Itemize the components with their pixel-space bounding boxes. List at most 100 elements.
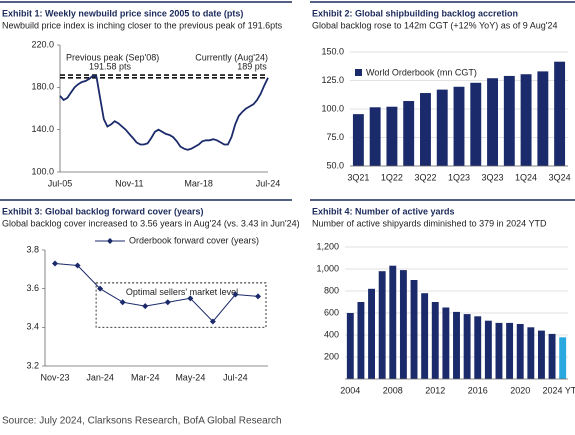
y-tick-label: 3.6 — [26, 283, 39, 293]
x-tick-label: 2024 YTD — [543, 385, 575, 395]
legend-swatch — [355, 69, 362, 76]
legend-label: World Orderbook (mn CGT) — [366, 67, 477, 77]
marker — [52, 260, 58, 267]
panel-subtitle: Number of active shipyards diminished to… — [312, 218, 547, 228]
y-tick-label: 1,000 — [316, 263, 339, 273]
y-tick-label: 100.0 — [321, 103, 344, 113]
panel-title: Exhibit 4: Number of active yards — [312, 206, 455, 216]
legend-marker — [107, 238, 113, 244]
bar — [389, 265, 397, 379]
bar — [503, 75, 515, 166]
y-tick-label: 150.0 — [321, 46, 344, 56]
x-tick-label: 3Q24 — [549, 172, 571, 182]
x-tick-label: Mar-24 — [131, 372, 160, 382]
bar — [484, 320, 492, 379]
line — [59, 74, 269, 151]
line — [54, 263, 259, 323]
y-tick-label: 600 — [324, 307, 339, 317]
x-tick-label: Nov-11 — [115, 178, 143, 188]
bar — [463, 314, 471, 379]
annotation: 189 pts — [237, 61, 267, 71]
bar — [453, 311, 460, 379]
annotation: Previous peak (Sep'08) — [66, 52, 159, 62]
y-tick-label: 100.0 — [31, 166, 54, 176]
y-tick-label: 1,200 — [316, 241, 339, 251]
marker — [142, 303, 149, 310]
bar — [520, 74, 532, 166]
x-tick-label: May-24 — [175, 372, 205, 382]
bar — [527, 327, 535, 379]
x-tick-label: Jul-05 — [48, 178, 73, 188]
bar — [403, 101, 415, 166]
x-tick-label: 3Q22 — [414, 172, 436, 182]
y-tick-label: 140.0 — [31, 124, 54, 134]
y-tick-label: 180.0 — [31, 82, 54, 92]
panel-title: Exhibit 3: Global backlog forward cover … — [2, 206, 204, 216]
bar — [346, 313, 354, 379]
marker — [164, 299, 171, 306]
bar — [369, 107, 381, 166]
marker — [209, 318, 216, 325]
legend-label: Orderbook forward cover (years) — [129, 235, 259, 245]
bar — [378, 271, 386, 379]
bar — [442, 307, 450, 379]
bar — [474, 316, 482, 379]
bar — [495, 322, 503, 379]
annotation-box — [95, 282, 267, 328]
bar — [506, 322, 514, 379]
marker — [97, 285, 104, 292]
bar — [538, 330, 545, 379]
x-tick-label: 1Q24 — [515, 172, 537, 182]
bar — [431, 302, 439, 379]
x-tick-label: 2012 — [425, 385, 445, 395]
y-tick-label: 75.0 — [326, 132, 344, 142]
legend-bg — [352, 67, 472, 79]
x-tick-label: Jul-24 — [256, 178, 281, 188]
y-tick-label: 125.0 — [321, 75, 344, 85]
bar — [516, 324, 524, 379]
bar — [421, 293, 429, 379]
bar — [453, 86, 465, 166]
panel-title: Exhibit 1: Weekly newbuild price since 2… — [2, 8, 243, 18]
annotation: 191.58 pts — [89, 61, 132, 71]
bar — [554, 61, 566, 166]
x-tick-label: 3Q21 — [347, 172, 369, 182]
x-tick-label: Nov-23 — [40, 372, 69, 382]
y-tick-label: 200 — [324, 351, 339, 361]
x-tick-label: 2016 — [468, 385, 488, 395]
marker — [187, 295, 194, 302]
y-tick-label: 3.8 — [26, 244, 39, 254]
bar — [386, 106, 398, 166]
y-tick-label: 50.0 — [326, 160, 344, 170]
marker — [232, 291, 239, 298]
x-tick-label: 2020 — [510, 385, 530, 395]
bar — [399, 270, 407, 379]
bar — [537, 71, 549, 166]
marker — [255, 293, 261, 300]
x-tick-label: 2004 — [340, 385, 360, 395]
x-tick-label: 2008 — [383, 385, 403, 395]
bar — [487, 78, 498, 166]
panel-subtitle: Global backlog cover increased to 3.56 y… — [2, 218, 300, 228]
annotation: Currently (Aug'24) — [195, 52, 268, 62]
panel-title: Exhibit 2: Global shipbuilding backlog a… — [312, 8, 518, 18]
panel-subtitle: Global backlog rose to 142m CGT (+12% Yo… — [312, 20, 557, 30]
bar — [436, 89, 448, 166]
marker — [119, 299, 126, 306]
bar — [420, 93, 431, 166]
x-tick-label: 1Q23 — [448, 172, 470, 182]
y-tick-label: 3.4 — [26, 322, 39, 332]
y-tick-label: 3.2 — [26, 360, 39, 370]
x-tick-label: Jan-24 — [86, 372, 114, 382]
source-note: Source: July 2024, Clarksons Research, B… — [2, 416, 282, 427]
bar — [368, 288, 375, 379]
bar — [352, 114, 364, 166]
annotation-label: Optimal sellers' market level — [126, 287, 238, 297]
y-tick-label: 400 — [324, 329, 339, 339]
bar — [559, 337, 567, 379]
panel-subtitle: Newbuild price index is inching closer t… — [2, 20, 283, 30]
x-tick-label: 1Q22 — [381, 172, 403, 182]
bar — [470, 82, 482, 166]
x-tick-label: 3Q23 — [482, 172, 504, 182]
